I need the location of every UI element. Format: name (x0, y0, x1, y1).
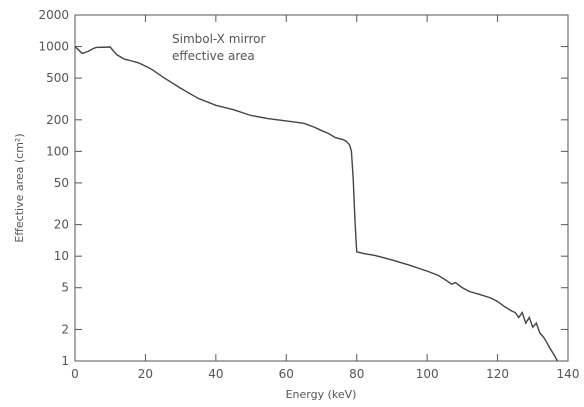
y-tick-label: 5 (61, 281, 69, 295)
y-tick-label: 2000 (38, 8, 69, 22)
x-tick-label: 0 (71, 367, 79, 381)
x-tick-label: 120 (486, 367, 509, 381)
y-tick-label: 1000 (38, 40, 69, 54)
y-axis-label: Effective area (cm²) (13, 133, 26, 242)
y-tick-label: 20 (54, 218, 69, 232)
x-axis-label: Energy (keV) (286, 388, 357, 401)
y-tick-label: 1 (61, 354, 69, 368)
x-tick-label: 140 (557, 367, 580, 381)
y-tick-label: 2 (61, 322, 69, 336)
annotation-line-2: effective area (172, 49, 255, 63)
plot-frame (74, 14, 569, 362)
y-tick-label: 50 (54, 176, 69, 190)
y-tick-label: 100 (46, 144, 69, 158)
x-tick-label: 20 (138, 367, 153, 381)
x-tick-label: 60 (279, 367, 294, 381)
x-tick-label: 40 (208, 367, 223, 381)
x-axis-ticks: 0 20 40 60 80 100 120 140 (71, 15, 579, 381)
annotation-line-1: Simbol-X mirror (172, 32, 265, 46)
x-tick-label: 100 (416, 367, 439, 381)
y-tick-label: 200 (46, 113, 69, 127)
x-tick-label: 80 (349, 367, 364, 381)
effective-area-curve (74, 46, 559, 362)
y-tick-label: 10 (54, 249, 69, 263)
y-axis-ticks: 1 2 5 10 20 50 100 200 500 1000 2000 (38, 8, 568, 368)
y-tick-label: 500 (46, 71, 69, 85)
